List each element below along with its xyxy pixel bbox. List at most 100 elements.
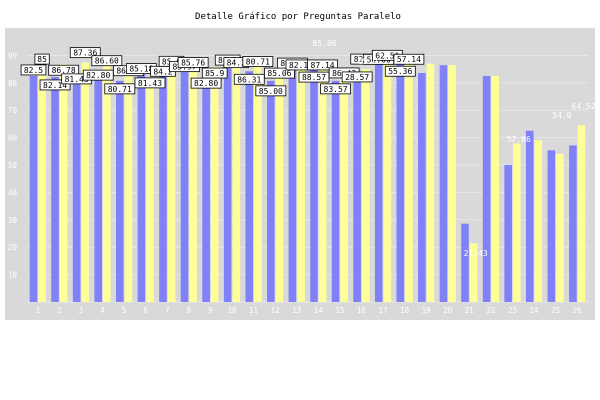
x-tick-label: 7 [165, 306, 170, 315]
data-label: 86.78 [52, 66, 76, 75]
x-tick-label: 19 [422, 306, 431, 315]
data-label-box [20, 64, 47, 76]
bar-series-b [534, 140, 543, 302]
bar-series-b [167, 71, 176, 303]
bar-series-a [374, 59, 383, 302]
data-label-box [177, 57, 209, 68]
data-label: 84.2 [153, 67, 172, 76]
data-label: 57.14 [397, 55, 421, 64]
bar-series-a [482, 75, 491, 302]
bar-series-a [202, 75, 210, 303]
x-tick-label: 10 [227, 306, 237, 315]
bar-series-a [396, 63, 405, 302]
data-label-box [320, 83, 351, 95]
data-label: 84.2 [227, 59, 246, 68]
bar-series-a [159, 71, 167, 303]
data-label-box [39, 79, 71, 91]
bar-series-b [275, 69, 284, 302]
bar-series-b [491, 75, 500, 302]
data-label-box [255, 85, 287, 97]
bar-series-b [405, 63, 413, 302]
bar-series-a [94, 75, 103, 303]
data-label: 85.0 [358, 57, 377, 66]
data-label-box [384, 65, 416, 77]
x-tick-label: 26 [573, 306, 583, 315]
data-label-box [393, 53, 425, 65]
bar-series-b [146, 78, 154, 302]
bar-series-b [210, 67, 219, 302]
y-tick-label: 20 [8, 243, 18, 252]
x-tick-label: 13 [292, 306, 301, 315]
bar-series-a [51, 76, 59, 302]
x-tick-label: 21 [465, 306, 474, 315]
bar-series-a [439, 65, 448, 303]
bar-series-a [72, 78, 81, 302]
bar-series-a [569, 145, 577, 302]
bar-series-b [469, 243, 478, 302]
data-label-box [134, 77, 166, 89]
x-tick-label: 18 [400, 306, 410, 315]
data-label-box [341, 71, 373, 83]
data-label: 54.0 [552, 111, 571, 120]
data-label: 85.00 [259, 87, 283, 96]
bar-series-a [245, 71, 254, 303]
data-label-box [34, 53, 50, 65]
x-tick-label: 20 [443, 306, 453, 315]
x-tick-label: 2 [57, 306, 62, 315]
x-tick-label: 1 [36, 306, 41, 315]
y-tick-label: 10 [8, 271, 18, 280]
x-tick-label: 5 [122, 306, 127, 315]
bar-series-b [297, 68, 305, 302]
data-label: 64.52 [571, 102, 595, 111]
x-tick-label: 17 [379, 306, 388, 315]
bar-series-a [525, 130, 534, 302]
bar-series-b [426, 63, 435, 303]
bar-series-a [180, 66, 189, 302]
bar-series-a [310, 69, 318, 302]
y-tick-label: 70 [8, 106, 18, 115]
data-label: 82.5 [24, 66, 43, 75]
x-tick-label: 6 [143, 306, 148, 315]
bar-series-a [418, 73, 426, 302]
data-label-box [69, 47, 101, 59]
data-label-box [91, 55, 123, 67]
bar-series-b [340, 76, 348, 302]
x-tick-label: 11 [249, 306, 258, 315]
data-label: 85.06 [313, 39, 337, 48]
data-label: 82.80 [86, 71, 110, 80]
data-label: 80.71 [246, 58, 270, 67]
data-label: 87.14 [311, 61, 335, 70]
x-tick-label: 12 [271, 306, 280, 315]
bar-series-b [38, 69, 46, 302]
y-tick-label: 60 [8, 134, 18, 143]
x-tick-label: 22 [486, 306, 495, 315]
bar-series-b [448, 65, 456, 303]
y-tick-label: 80 [8, 79, 18, 88]
x-tick-label: 14 [314, 306, 324, 315]
data-label: 81.43 [138, 79, 162, 88]
x-tick-label: 9 [208, 306, 213, 315]
x-tick-label: 25 [551, 306, 560, 315]
data-label: 85.76 [181, 58, 205, 67]
data-label: 57.86 [507, 135, 531, 144]
y-tick-label: 30 [8, 216, 18, 225]
data-label: 28.57 [345, 73, 369, 82]
bar-series-b [59, 64, 68, 302]
y-tick-label: 50 [8, 161, 18, 170]
data-label: 82.14 [43, 81, 67, 90]
data-label: 88.57 [302, 73, 326, 82]
data-label: 55.36 [388, 67, 412, 76]
bar-series-a [288, 69, 297, 302]
data-label: 62.50 [375, 51, 399, 60]
bar-series-a [223, 66, 232, 302]
data-label: 86.60 [95, 57, 119, 66]
bar-series-b [189, 66, 197, 302]
x-tick-label: 3 [79, 306, 84, 315]
bar-series-b [556, 154, 564, 302]
bar-series-b [361, 69, 370, 302]
data-label: 21.43 [464, 249, 488, 258]
data-label: 81.43 [65, 75, 89, 84]
bar-series-a [267, 80, 275, 302]
chart-title: Detalle Gráfico por Preguntas Paralelo [195, 12, 401, 22]
